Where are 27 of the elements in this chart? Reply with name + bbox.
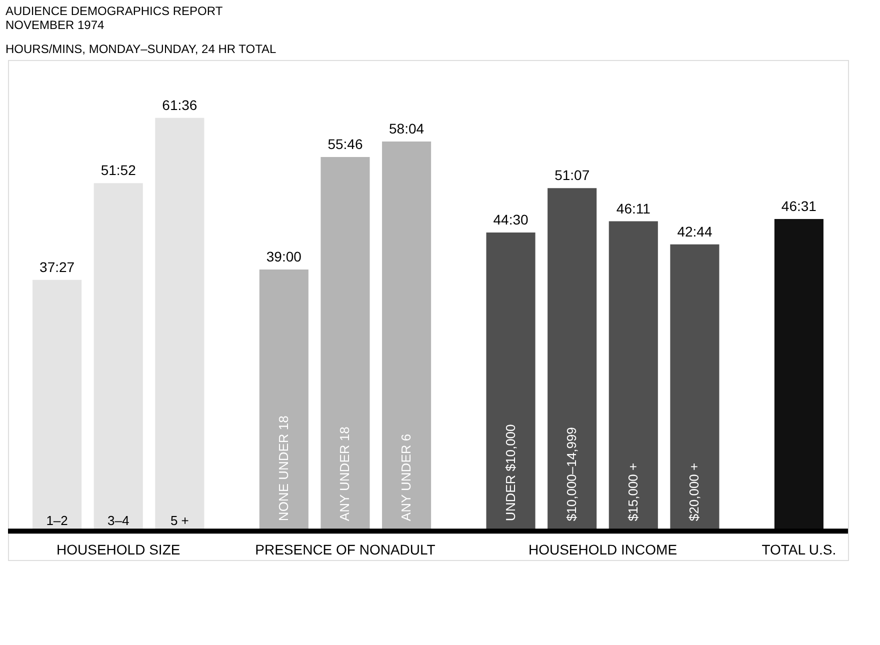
- x-tick-label: 1–2: [46, 513, 68, 528]
- series-label: HOUSEHOLD INCOME: [528, 541, 678, 558]
- x-tick-label: UNDER $10,000: [502, 424, 518, 522]
- series-label: HOUSEHOLD SIZE: [56, 541, 180, 558]
- data-label: 46:31: [781, 198, 817, 214]
- x-tick-label: $15,000 +: [625, 462, 640, 522]
- x-tick-label: $10,000–14,999: [564, 427, 580, 522]
- x-tick-label: NONE UNDER 18: [276, 416, 291, 522]
- x-tick-label: $20,000 +: [686, 462, 702, 522]
- data-label: 39:00: [266, 248, 302, 264]
- chart-title: AUDIENCE DEMOGRAPHICS REPORT NOVEMBER 1974: [6, 4, 224, 32]
- series-label: TOTAL U.S.: [762, 541, 836, 558]
- data-label: 58:04: [389, 120, 424, 137]
- chart-subtitle: HOURS/MINS, MONDAY–SUNDAY, 24 HR TOTAL: [6, 42, 277, 56]
- x-tick-label: 3–4: [108, 513, 130, 528]
- data-label: 44:30: [493, 212, 528, 228]
- data-label: 37:27: [40, 258, 75, 275]
- data-label: 46:11: [616, 200, 651, 216]
- data-label: 42:44: [677, 223, 712, 240]
- x-tick-label: ANY UNDER 18: [337, 426, 352, 522]
- x-tick-label: 5 +: [170, 513, 189, 528]
- data-label: 55:46: [328, 136, 363, 152]
- data-label: 51:07: [554, 167, 590, 184]
- data-label: 51:52: [100, 162, 136, 178]
- data-label: 61:36: [162, 96, 198, 113]
- x-tick-label: ANY UNDER 6: [398, 434, 414, 522]
- series-label: PRESENCE OF NONADULT: [255, 541, 436, 558]
